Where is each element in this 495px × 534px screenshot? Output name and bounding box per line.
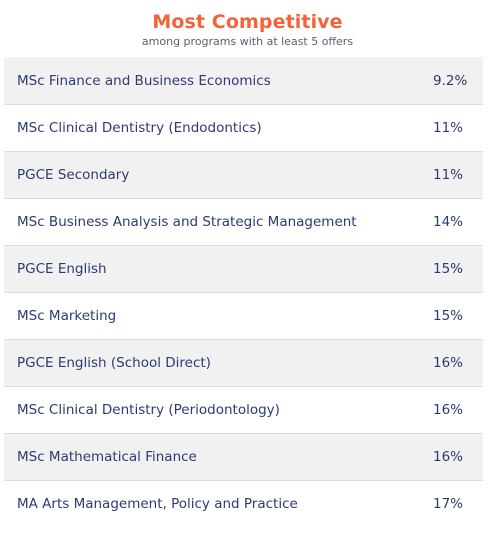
program-row: MSc Clinical Dentistry (Periodontology) …	[4, 386, 483, 433]
program-name: PGCE English	[17, 261, 107, 277]
program-name: MSc Mathematical Finance	[17, 449, 197, 465]
program-name: MSc Business Analysis and Strategic Mana…	[17, 214, 357, 230]
page-subtitle: among programs with at least 5 offers	[141, 35, 354, 48]
page-title: Most Competitive	[152, 11, 343, 33]
program-name: PGCE Secondary	[17, 167, 130, 183]
program-name: MSc Finance and Business Economics	[17, 72, 271, 89]
program-name: MSc Clinical Dentistry (Periodontology)	[17, 402, 280, 418]
program-name: PGCE English (School Direct)	[17, 355, 211, 371]
acceptance-rate: 14%	[433, 214, 464, 230]
acceptance-rate: 9.2%	[433, 72, 468, 89]
program-row: MSc Finance and Business Economics 9.2%	[4, 57, 483, 104]
program-row: MSc Marketing 15%	[4, 292, 483, 339]
acceptance-rate: 15%	[433, 308, 464, 324]
program-name: MSc Marketing	[17, 308, 117, 324]
program-name: MA Arts Management, Policy and Practice	[17, 496, 298, 512]
program-name: MSc Clinical Dentistry (Endodontics)	[17, 120, 262, 136]
program-row: MSc Mathematical Finance 16%	[4, 433, 483, 480]
program-row: PGCE English 15%	[4, 245, 483, 292]
program-row: MSc Clinical Dentistry (Endodontics) 11%	[4, 104, 483, 151]
acceptance-rate: 11%	[433, 167, 464, 183]
program-row: MSc Business Analysis and Strategic Mana…	[4, 198, 483, 245]
acceptance-rate: 11%	[433, 120, 464, 136]
acceptance-rate: 16%	[433, 449, 464, 465]
program-row: PGCE English (School Direct) 16%	[4, 339, 483, 386]
acceptance-rate: 15%	[433, 261, 464, 277]
program-row: PGCE Secondary 11%	[4, 151, 483, 198]
acceptance-rate: 16%	[433, 355, 464, 371]
competitive-programs-list: MSc Finance and Business Economics 9.2% …	[4, 57, 483, 527]
header: Most Competitive among programs with at …	[0, 0, 495, 49]
program-row: MA Arts Management, Policy and Practice …	[4, 480, 483, 527]
acceptance-rate: 17%	[433, 496, 464, 512]
acceptance-rate: 16%	[433, 402, 464, 418]
